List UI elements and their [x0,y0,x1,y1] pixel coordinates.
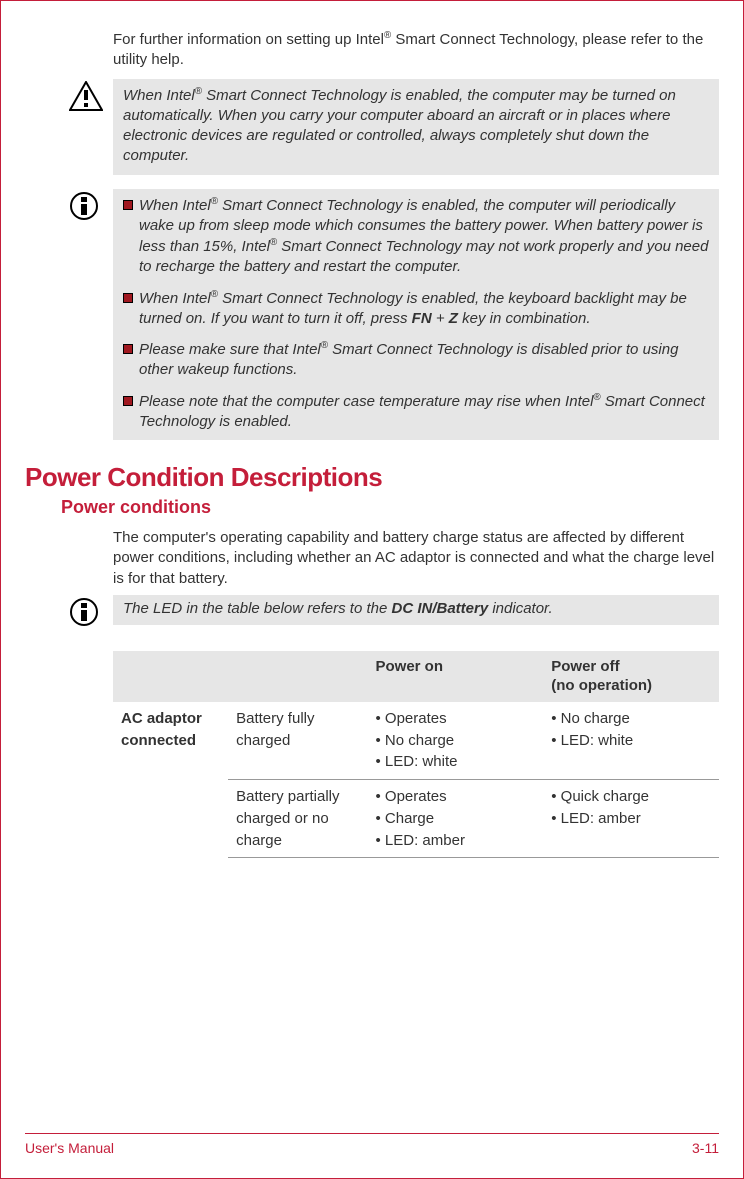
reg-mark: ® [321,340,328,351]
page: For further information on setting up In… [0,0,744,1179]
bullet-text: • LED: amber [376,832,465,849]
th-power-off-a: Power off [551,658,619,675]
cell-state-2: Battery partially charged or no charge [228,780,367,858]
footer-left: User's Manual [25,1140,114,1156]
info-icon [69,191,99,221]
table-header-row: Power on Power off (no operation) [113,651,719,702]
info-note-body: When Intel® Smart Connect Technology is … [113,189,719,441]
page-footer: User's Manual 3-11 [25,1133,719,1156]
heading-power-conditions-sub: Power conditions [61,497,719,518]
heading-power-condition: Power Condition Descriptions [25,462,719,493]
bullet-text: • Operates [376,710,447,727]
intro-paragraph: For further information on setting up In… [113,29,719,71]
info2-c: key in combination. [458,310,591,327]
bullet-text: • LED: white [551,732,633,749]
key-z: Z [449,310,458,327]
intro-text-a: For further information on setting up In… [113,31,384,48]
bullet-text: • No charge [551,710,630,727]
power-conditions-table: Power on Power off (no operation) AC ada… [113,651,719,859]
bullet-text: • Quick charge [551,788,649,805]
key-fn: FN [412,310,432,327]
reg-mark: ® [195,86,202,97]
info-item-1: When Intel® Smart Connect Technology is … [139,195,709,278]
power-section: The computer's operating capability and … [25,528,719,858]
cell-off-1: • No charge • LED: white [543,702,719,780]
warning-text-a: When Intel [123,87,195,104]
reg-mark: ® [211,196,218,207]
info-note: When Intel® Smart Connect Technology is … [69,189,719,441]
cell-off-2: • Quick charge • LED: amber [543,780,719,858]
cell-on-2: • Operates • Charge • LED: amber [368,780,544,858]
bullet-text: • Operates [376,788,447,805]
info-item-3: Please make sure that Intel® Smart Conne… [139,339,709,381]
info1-a: When Intel [139,197,211,214]
bullet-text: • LED: white [376,753,458,770]
warning-text-b: Smart Connect Technology is enabled, the… [123,87,676,165]
footer-right: 3-11 [692,1140,719,1156]
row-head-ac-adaptor: AC adaptor connected [113,702,228,858]
info-item-4: Please note that the computer case tempe… [139,391,709,433]
reg-mark: ® [593,392,600,403]
led-note-body: The LED in the table below refers to the… [113,595,719,625]
warning-note: When Intel® Smart Connect Technology is … [69,79,719,175]
content-area: For further information on setting up In… [25,29,719,440]
led-note: The LED in the table below refers to the… [69,595,719,627]
power-intro-paragraph: The computer's operating capability and … [113,528,719,589]
bullet-text: • No charge [376,732,455,749]
led-info-icon-cell [69,595,103,627]
table-row: AC adaptor connected Battery fully charg… [113,702,719,780]
warning-icon [69,81,103,111]
bullet-text: • LED: amber [551,810,640,827]
info2-a: When Intel [139,290,211,307]
th-power-off-b: (no operation) [551,677,652,694]
warning-note-body: When Intel® Smart Connect Technology is … [113,79,719,175]
info-item-2: When Intel® Smart Connect Technology is … [139,288,709,330]
bullet-text: • Charge [376,810,435,827]
info-icon-cell [69,189,103,441]
th-empty-2 [228,651,367,702]
info-icon [69,597,99,627]
led-note-a: The LED in the table below refers to the [123,600,391,617]
key-plus: + [432,310,449,327]
power-table-wrap: Power on Power off (no operation) AC ada… [113,651,719,859]
info3-a: Please make sure that Intel [139,341,321,358]
cell-state-1: Battery fully charged [228,702,367,780]
cell-on-1: • Operates • No charge • LED: white [368,702,544,780]
led-note-c: indicator. [488,600,552,617]
warning-icon-cell [69,79,103,175]
info4-a: Please note that the computer case tempe… [139,393,593,410]
th-power-off: Power off (no operation) [543,651,719,702]
info-list: When Intel® Smart Connect Technology is … [123,195,709,433]
led-note-b: DC IN/Battery [391,600,488,617]
th-power-on: Power on [368,651,544,702]
th-empty-1 [113,651,228,702]
reg-mark: ® [211,289,218,300]
